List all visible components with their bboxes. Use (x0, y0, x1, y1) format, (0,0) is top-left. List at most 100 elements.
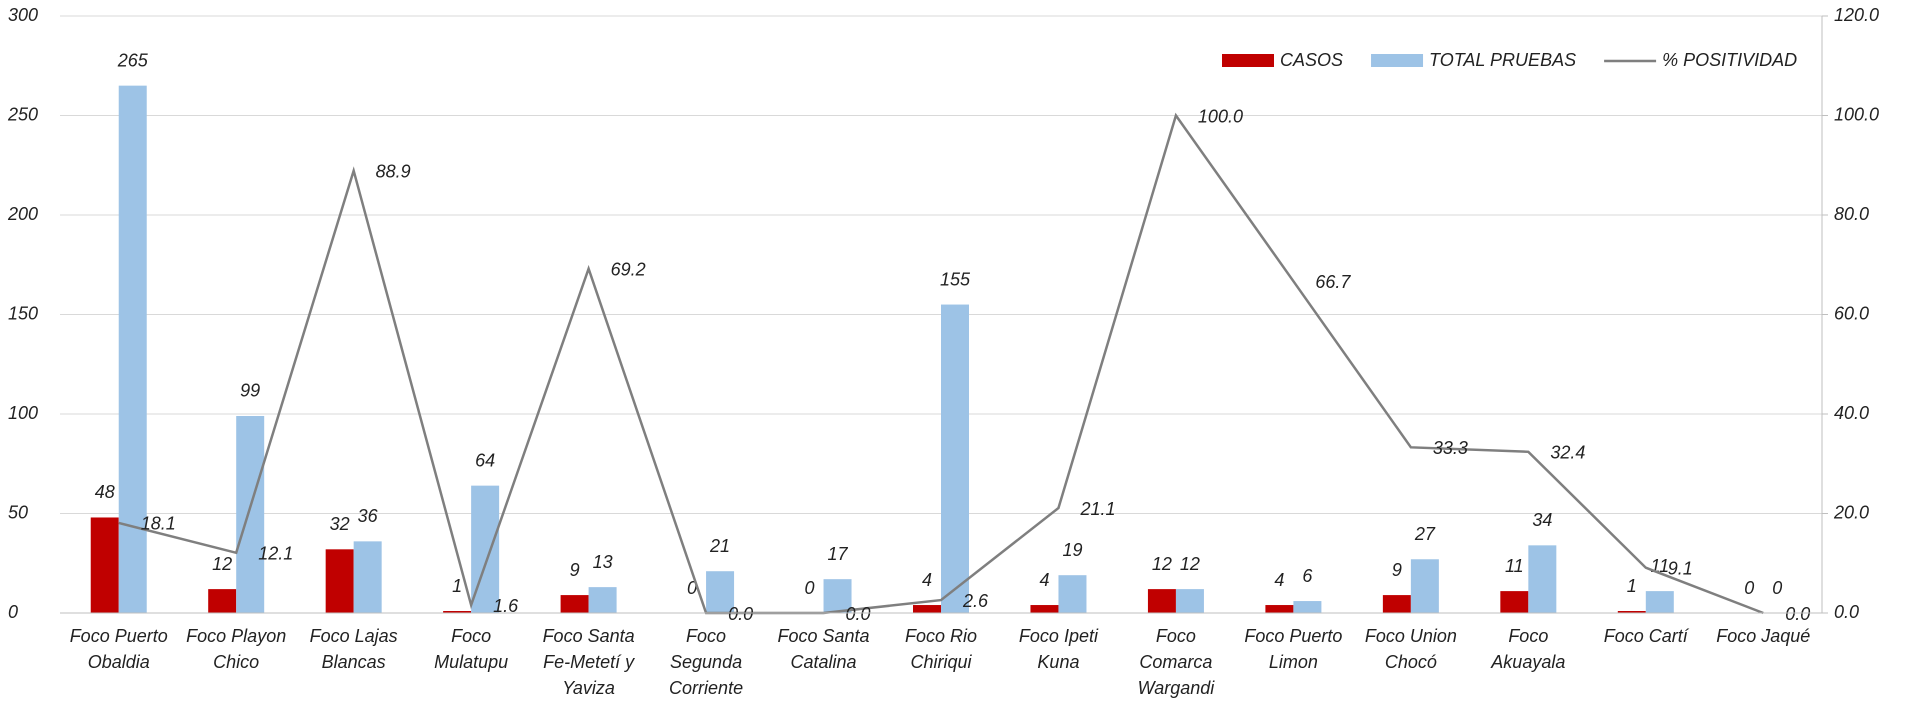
x-tick-label: Foco Akuayala (1491, 626, 1566, 672)
data-label: 9 (1392, 560, 1402, 580)
y2-tick-label: 20.0 (1833, 502, 1869, 522)
data-label: 265 (117, 50, 149, 70)
data-label: 155 (940, 269, 971, 289)
x-tick-label: Foco Santa Fe-Metetí y Yaviza (542, 626, 635, 698)
legend-swatch (1222, 54, 1274, 67)
data-label: 1 (1627, 576, 1637, 596)
data-label: 19 (1062, 540, 1082, 560)
y2-tick-label: 120.0 (1834, 5, 1879, 25)
x-tick-label: Foco Jaqué (1716, 626, 1811, 646)
x-tick-label: Foco Rio Chiriqui (904, 626, 978, 672)
data-label: 64 (475, 450, 495, 470)
bar (1617, 611, 1646, 613)
legend-label: TOTAL PRUEBAS (1429, 50, 1576, 70)
x-tick-label: Foco Segunda Corriente (669, 626, 744, 698)
data-label: 1.6 (493, 596, 519, 616)
data-label: 0 (687, 578, 697, 598)
data-label: 4 (922, 570, 932, 590)
y2-tick-label: 80.0 (1834, 204, 1869, 224)
legend-label: CASOS (1280, 50, 1343, 70)
data-label: 1 (452, 576, 462, 596)
data-label: 27 (1414, 524, 1436, 544)
data-label: 48 (95, 482, 115, 502)
bar (90, 517, 119, 613)
data-label: 33.3 (1433, 438, 1468, 458)
bar (1030, 605, 1059, 613)
bar (706, 571, 735, 613)
data-label: 12 (1180, 554, 1200, 574)
y2-tick-label: 100.0 (1834, 104, 1879, 124)
data-label: 32.4 (1550, 443, 1585, 463)
bar (941, 304, 969, 613)
data-label: 69.2 (611, 259, 646, 279)
line (118, 112, 1764, 615)
data-label: 32 (330, 514, 350, 534)
data-label: 21.1 (1079, 499, 1115, 519)
data-label: 12 (1152, 554, 1172, 574)
data-label: 4 (1039, 570, 1049, 590)
x-tick-label: Foco Union Chocó (1364, 626, 1457, 672)
y-tick-label: 250 (7, 104, 38, 124)
bar (1293, 601, 1322, 613)
y-tick-label: 200 (7, 204, 38, 224)
bar (118, 85, 147, 613)
x-tick-label: Foco Lajas Blancas (309, 626, 398, 672)
x-tick-label: Foco Comarca Wargandi (1137, 626, 1215, 698)
data-label: 34 (1532, 510, 1552, 530)
data-label: 0.0 (728, 604, 753, 624)
x-tick-label: Foco Puerto Obaldia (69, 626, 168, 672)
data-label: 21 (709, 536, 730, 556)
bar (1058, 575, 1087, 613)
y-tick-label: 150 (8, 303, 38, 323)
bar (1175, 589, 1204, 613)
bar (208, 589, 237, 613)
bar (913, 605, 941, 613)
data-label: 12.1 (258, 544, 293, 564)
y-tick-label: 50 (8, 502, 28, 522)
legend-label: % POSITIVIDAD (1662, 50, 1797, 70)
x-tick-label: Foco Cartí (1603, 626, 1688, 646)
x-tick-label: Foco Puerto Limon (1244, 626, 1343, 672)
data-label: 4 (1274, 570, 1284, 590)
bar (236, 415, 265, 613)
data-label: 11 (1505, 556, 1524, 576)
data-label: 36 (358, 506, 379, 526)
data-label: 88.9 (376, 161, 411, 181)
data-label: 18.1 (141, 514, 176, 534)
bar (588, 587, 617, 613)
data-label: 12 (212, 554, 232, 574)
y2-tick-label: 60.0 (1834, 303, 1869, 323)
bar (560, 595, 589, 613)
x-tick-label: Foco Santa Catalina (777, 626, 870, 672)
data-label: 6 (1302, 566, 1313, 586)
data-label: 9.1 (1668, 558, 1693, 578)
y2-tick-label: 0.0 (1834, 602, 1859, 622)
data-label: 0 (1744, 578, 1754, 598)
data-label: 66.7 (1315, 272, 1351, 292)
bar (1147, 589, 1176, 613)
data-label: 100.0 (1198, 106, 1243, 126)
data-label: 0 (1772, 578, 1782, 598)
data-label: 9 (570, 560, 580, 580)
x-tick-label: Foco Playon Chico (186, 626, 287, 672)
data-label: 0.0 (846, 604, 871, 624)
y2-tick-label: 40.0 (1834, 403, 1869, 423)
bar (353, 541, 382, 613)
bar (1382, 595, 1411, 613)
data-label: 2.6 (962, 591, 989, 611)
data-label: 13 (593, 552, 613, 572)
bar (1265, 605, 1294, 613)
data-label: 17 (828, 544, 849, 564)
x-tick-label: Foco Ipeti Kuna (1018, 626, 1098, 672)
y-tick-label: 0 (8, 602, 18, 622)
bar (1645, 591, 1674, 613)
bar (1410, 559, 1439, 613)
y-tick-label: 100 (8, 403, 38, 423)
bar (1500, 591, 1529, 613)
y-tick-label: 300 (8, 5, 38, 25)
data-label: 0 (805, 578, 815, 598)
x-tick-label: Foco Mulatupu (434, 626, 509, 672)
bar (1528, 545, 1557, 613)
